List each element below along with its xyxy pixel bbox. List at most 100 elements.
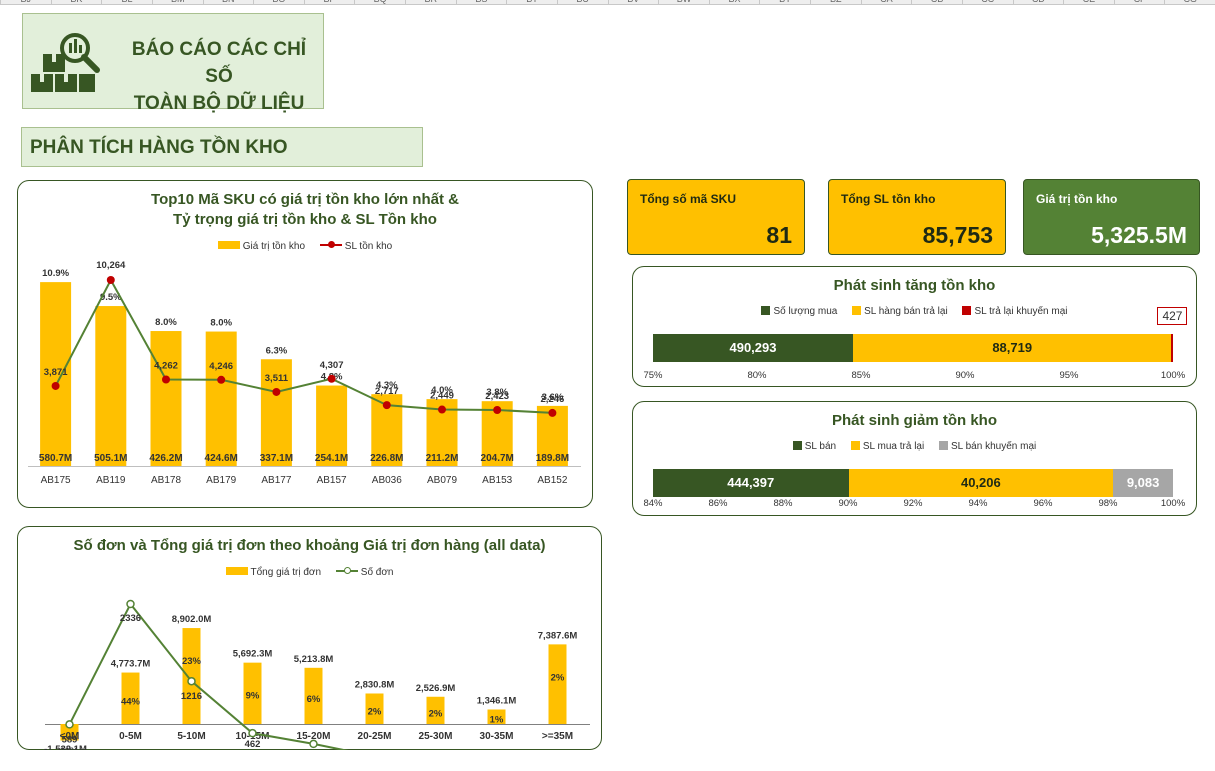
- top10-title-line2: Tỷ trọng giá trị tồn kho & SL Tồn kho: [173, 211, 437, 228]
- column-header-cell[interactable]: BO: [253, 0, 304, 4]
- legend-swatch: [761, 306, 771, 315]
- bar-order-value[interactable]: [426, 696, 445, 724]
- column-header-cell[interactable]: BS: [455, 0, 507, 4]
- point-inventory-qty[interactable]: [382, 401, 391, 410]
- point-inventory-qty[interactable]: [327, 374, 336, 383]
- line-value-label: 3,511: [265, 373, 289, 384]
- bar-order-value[interactable]: [365, 693, 384, 724]
- column-header-cell[interactable]: BV: [607, 0, 659, 4]
- axis-tick-label: 95%: [1059, 370, 1079, 381]
- category-tick-label: 5-10M: [177, 731, 205, 742]
- column-header-cell[interactable]: CF: [1113, 0, 1165, 4]
- inventory-increase-panel[interactable]: Phát sinh tăng tồn kho Số lượng mua SL h…: [632, 266, 1197, 387]
- kpi-label: Giá trị tồn kho: [1036, 192, 1118, 206]
- column-header-cell[interactable]: CE: [1063, 0, 1114, 4]
- bar-order-value[interactable]: [121, 672, 140, 724]
- legend-swatch-bar: [225, 567, 248, 575]
- category-tick-label: AB177: [261, 475, 291, 486]
- line-value-label: 462: [245, 739, 261, 750]
- column-header-cell[interactable]: CC: [961, 0, 1013, 4]
- stacked-segment-2[interactable]: 88,719: [852, 334, 1172, 362]
- column-header-cell[interactable]: BY: [759, 0, 810, 4]
- stacked-segment-3[interactable]: [1171, 334, 1174, 362]
- bar-order-value[interactable]: [304, 667, 323, 724]
- order-range-chart-panel[interactable]: Số đơn và Tổng giá trị đơn theo khoảng G…: [17, 526, 602, 750]
- top10-sku-chart-panel[interactable]: Top10 Mã SKU có giá trị tồn kho lớn nhất…: [17, 180, 593, 508]
- column-header-cell[interactable]: BZ: [810, 0, 861, 4]
- axis-tick-label: 96%: [1033, 498, 1053, 509]
- bar-order-value[interactable]: [243, 662, 262, 724]
- bar-inventory-value[interactable]: [40, 282, 72, 466]
- share-label: 8.0%: [210, 318, 232, 329]
- stacked-segment-2[interactable]: 40,206: [848, 469, 1114, 497]
- point-order-count[interactable]: [65, 720, 74, 729]
- point-inventory-qty[interactable]: [272, 387, 281, 396]
- bar-value-label: 505.1M: [94, 453, 127, 464]
- legend-swatch-line: [319, 241, 342, 248]
- point-inventory-qty[interactable]: [162, 375, 170, 384]
- column-header-cell[interactable]: BM: [151, 0, 203, 4]
- point-inventory-qty[interactable]: [438, 405, 446, 414]
- legend-item-promo-sales: SL bán khuyến mại: [938, 441, 1036, 452]
- category-tick-label: AB036: [372, 475, 402, 486]
- bar-inventory-value[interactable]: [150, 331, 182, 466]
- bar-order-value[interactable]: [548, 644, 567, 724]
- point-order-count[interactable]: [309, 739, 318, 749]
- share-label: 3.6%: [542, 392, 564, 403]
- category-tick-label: AB179: [206, 475, 236, 486]
- legend-item-order-count: Số đơn: [335, 567, 393, 578]
- column-header-cell[interactable]: BR: [405, 0, 456, 4]
- column-header-cell[interactable]: BU: [556, 0, 608, 4]
- legend-swatch: [852, 306, 862, 315]
- column-header-cell[interactable]: BL: [101, 0, 152, 4]
- share-label: 3.8%: [486, 387, 508, 398]
- share-label: 8.0%: [155, 317, 177, 328]
- bar-inventory-value[interactable]: [260, 359, 292, 466]
- category-tick-label: AB157: [317, 475, 347, 486]
- kpi-value: 85,753: [922, 222, 993, 248]
- column-header-cell[interactable]: CA: [860, 0, 912, 4]
- point-order-count[interactable]: [126, 599, 135, 609]
- point-inventory-qty[interactable]: [106, 276, 115, 284]
- point-inventory-qty[interactable]: [217, 375, 226, 384]
- column-header-cell[interactable]: BT: [506, 0, 557, 4]
- bar-order-value[interactable]: [60, 724, 79, 741]
- category-tick-label: 15-20M: [297, 731, 331, 742]
- share-label: 2%: [551, 672, 565, 683]
- column-header-cell[interactable]: CD: [1012, 0, 1064, 4]
- point-inventory-qty[interactable]: [493, 405, 502, 414]
- bar-order-value[interactable]: [182, 628, 201, 724]
- line-value-label: 2336: [120, 613, 141, 624]
- point-inventory-qty[interactable]: [548, 408, 557, 417]
- bar-inventory-value[interactable]: [205, 331, 237, 466]
- category-tick-label: 20-25M: [358, 731, 392, 742]
- bar-inventory-value[interactable]: [95, 306, 127, 466]
- stacked-segment-1[interactable]: 444,397: [653, 469, 849, 497]
- column-header-cell[interactable]: BN: [202, 0, 254, 4]
- column-header-cell[interactable]: BX: [708, 0, 760, 4]
- column-header-cell[interactable]: BJ: [0, 0, 51, 4]
- line-value-label: 2,449: [430, 391, 454, 402]
- axis-tick-label: 80%: [747, 370, 767, 381]
- inventory-decrease-panel[interactable]: Phát sinh giảm tồn kho SL bán SL mua trả…: [632, 401, 1197, 516]
- column-header-cell[interactable]: CB: [911, 0, 962, 4]
- column-header-cell[interactable]: BW: [658, 0, 709, 4]
- bar-inventory-value[interactable]: [316, 385, 348, 466]
- column-header-cell[interactable]: BQ: [354, 0, 405, 4]
- point-order-count[interactable]: [187, 676, 196, 686]
- column-header-cell[interactable]: BK: [50, 0, 102, 4]
- legend-swatch: [938, 441, 948, 450]
- column-header-cell[interactable]: CG: [1164, 0, 1215, 4]
- stacked-segment-1[interactable]: 490,293: [653, 334, 853, 362]
- category-tick-label: 25-30M: [419, 731, 453, 742]
- bar-value-label: 5,213.8M: [294, 654, 334, 665]
- bar-order-value[interactable]: [487, 709, 506, 724]
- point-order-count[interactable]: [248, 728, 257, 738]
- section-title: PHÂN TÍCH HÀNG TỒN KHO: [30, 137, 288, 158]
- orders-chart-title: Số đơn và Tổng giá trị đơn theo khoảng G…: [73, 537, 546, 554]
- point-inventory-qty[interactable]: [51, 381, 60, 390]
- stacked-segment-3[interactable]: 9,083: [1113, 469, 1173, 497]
- column-header-cell[interactable]: BP: [303, 0, 355, 4]
- category-tick-label: <0M: [60, 731, 80, 742]
- bar-value-label: 1,346.1M: [477, 695, 517, 706]
